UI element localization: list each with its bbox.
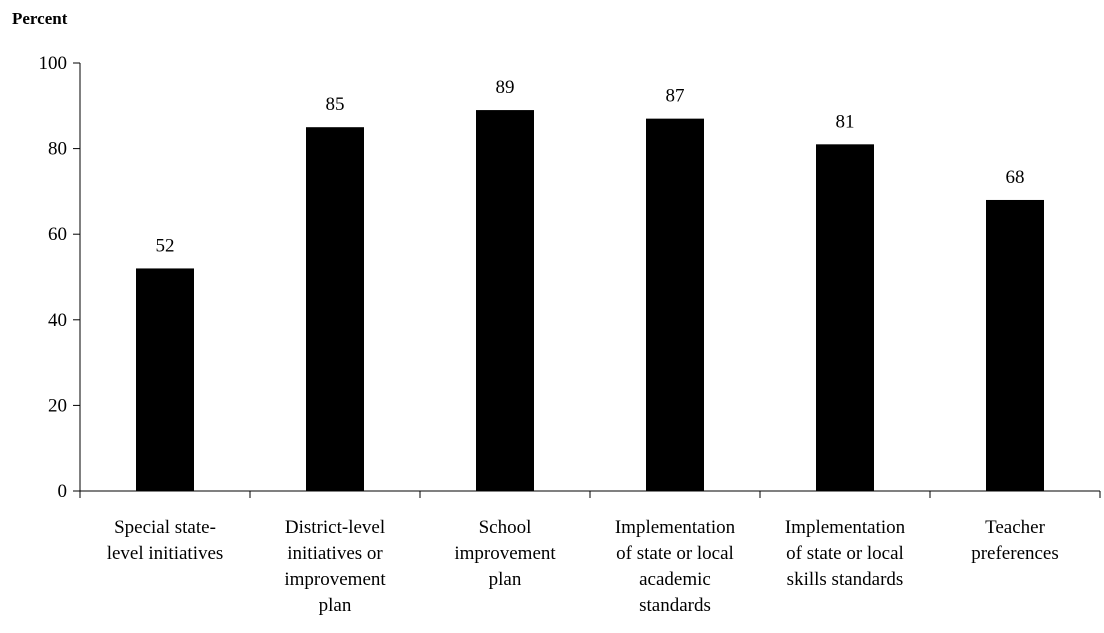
category-label-line: preferences <box>971 543 1059 564</box>
bar <box>646 118 704 491</box>
category-label: Special state-level initiatives <box>107 517 224 564</box>
category-label-line: Special state- <box>114 517 216 538</box>
bar <box>476 110 534 491</box>
y-tick-label: 40 <box>48 310 67 331</box>
bar <box>816 144 874 491</box>
category-label-line: improvement <box>284 569 386 590</box>
category-label: Implementation of state or local academic s… <box>615 517 736 616</box>
y-tick-label: 0 <box>58 481 68 502</box>
category-label: District-level initiatives or improvement p… <box>284 517 386 616</box>
y-tick-label: 20 <box>48 395 67 416</box>
category-label-line: standards <box>639 595 711 616</box>
category-label: Implementation of state or local skills st… <box>785 517 906 590</box>
bars <box>136 110 1044 491</box>
category-label: Teacher preferences <box>971 517 1059 564</box>
category-label-line: skills standards <box>787 569 904 590</box>
data-label: 87 <box>666 86 685 107</box>
category-label-line: of state or local <box>786 543 904 564</box>
category-label-line: initiatives or <box>287 543 383 564</box>
category-label-line: Teacher <box>985 517 1046 538</box>
data-label: 68 <box>1006 167 1025 188</box>
labels: 52 Special state-level initiatives 85 Distr… <box>107 77 1059 616</box>
category-label-line: Implementation <box>615 517 736 538</box>
bar <box>306 127 364 491</box>
category-label-line: plan <box>489 569 522 590</box>
axes: 0 20 40 60 80 100 <box>39 53 1101 502</box>
category-label-line: District-level <box>285 517 385 538</box>
category-label-line: improvement <box>454 543 556 564</box>
category-label-line: plan <box>319 595 352 616</box>
y-tick-label: 100 <box>39 53 68 74</box>
category-label-line: School <box>479 517 532 538</box>
y-tick-label: 60 <box>48 224 67 245</box>
data-label: 52 <box>156 235 175 256</box>
bar <box>986 199 1044 491</box>
y-tick-label: 80 <box>48 139 67 160</box>
category-label: School improvement plan <box>454 517 556 590</box>
y-axis-title: Percent <box>12 9 68 28</box>
bar <box>136 268 194 491</box>
category-label-line: of state or local <box>616 543 734 564</box>
category-label-line: academic <box>639 569 711 590</box>
category-label-line: level initiatives <box>107 543 224 564</box>
category-label-line: Implementation <box>785 517 906 538</box>
data-label: 85 <box>326 94 345 115</box>
data-label: 81 <box>836 111 855 132</box>
data-label: 89 <box>496 77 515 98</box>
